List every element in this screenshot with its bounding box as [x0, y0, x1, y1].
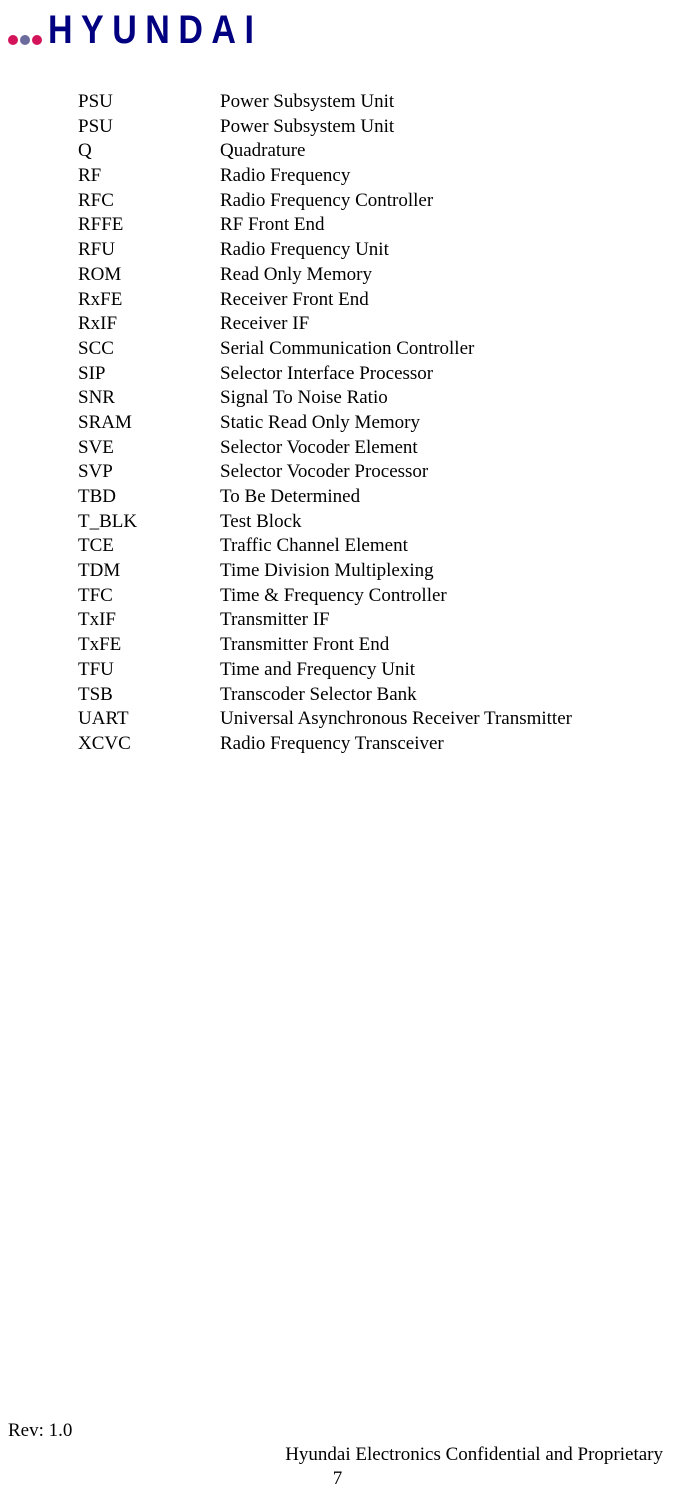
glossary-abbr: TSB: [78, 683, 220, 708]
glossary-abbr: SRAM: [78, 411, 220, 436]
glossary-def: Radio Frequency: [220, 164, 655, 189]
glossary-abbr: TCE: [78, 534, 220, 559]
revision-label: Rev: 1.0: [8, 1420, 72, 1442]
glossary-row: SNRSignal To Noise Ratio: [78, 386, 655, 411]
glossary-def: Time & Frequency Controller: [220, 584, 655, 609]
glossary-def: Test Block: [220, 510, 655, 535]
glossary-def: Transmitter Front End: [220, 633, 655, 658]
glossary-def: Transcoder Selector Bank: [220, 683, 655, 708]
brand-logo: HYUNDAI: [8, 8, 300, 53]
glossary-row: XCVCRadio Frequency Transceiver: [78, 732, 655, 757]
glossary-row: SVPSelector Vocoder Processor: [78, 460, 655, 485]
glossary-abbr: SIP: [78, 362, 220, 387]
glossary-abbr: RFC: [78, 189, 220, 214]
glossary-def: RF Front End: [220, 213, 655, 238]
glossary-row: SRAMStatic Read Only Memory: [78, 411, 655, 436]
glossary-def: Radio Frequency Controller: [220, 189, 655, 214]
glossary-abbr: TDM: [78, 559, 220, 584]
glossary-row: PSUPower Subsystem Unit: [78, 115, 655, 140]
glossary-abbr: PSU: [78, 90, 220, 115]
confidential-label: Hyundai Electronics Confidential and Pro…: [285, 1444, 663, 1466]
glossary-def: Radio Frequency Unit: [220, 238, 655, 263]
glossary-abbr: SVP: [78, 460, 220, 485]
glossary-row: T_BLKTest Block: [78, 510, 655, 535]
glossary-abbr: TBD: [78, 485, 220, 510]
glossary-abbr: TxFE: [78, 633, 220, 658]
glossary-def: Power Subsystem Unit: [220, 90, 655, 115]
glossary-def: Selector Vocoder Processor: [220, 460, 655, 485]
glossary-abbr: RFU: [78, 238, 220, 263]
glossary-row: TxIFTransmitter IF: [78, 608, 655, 633]
glossary-abbr: TFU: [78, 658, 220, 683]
glossary-def: Receiver Front End: [220, 288, 655, 313]
glossary-row: RFCRadio Frequency Controller: [78, 189, 655, 214]
glossary-abbr: RF: [78, 164, 220, 189]
glossary-row: SCCSerial Communication Controller: [78, 337, 655, 362]
glossary-row: TFUTime and Frequency Unit: [78, 658, 655, 683]
glossary-def: Traffic Channel Element: [220, 534, 655, 559]
glossary-def: Time Division Multiplexing: [220, 559, 655, 584]
glossary-def: Signal To Noise Ratio: [220, 386, 655, 411]
glossary-row: RxIFReceiver IF: [78, 312, 655, 337]
glossary-def: Power Subsystem Unit: [220, 115, 655, 140]
page-number: 7: [0, 1468, 675, 1490]
logo-dot-2: [20, 35, 30, 45]
glossary-abbr: RxFE: [78, 288, 220, 313]
logo-dots: [8, 35, 44, 45]
glossary-row: TDMTime Division Multiplexing: [78, 559, 655, 584]
glossary-row: RxFEReceiver Front End: [78, 288, 655, 313]
glossary-abbr: XCVC: [78, 732, 220, 757]
glossary-row: TSBTranscoder Selector Bank: [78, 683, 655, 708]
glossary-abbr: PSU: [78, 115, 220, 140]
glossary-abbr: TxIF: [78, 608, 220, 633]
glossary-def: Selector Vocoder Element: [220, 436, 655, 461]
glossary-row: QQuadrature: [78, 139, 655, 164]
glossary-abbr: RFFE: [78, 213, 220, 238]
glossary-row: UARTUniversal Asynchronous Receiver Tran…: [78, 707, 655, 732]
glossary-def: Read Only Memory: [220, 263, 655, 288]
glossary-def: Receiver IF: [220, 312, 655, 337]
logo-dot-3: [32, 35, 42, 45]
glossary-abbr: SCC: [78, 337, 220, 362]
glossary-row: RFRadio Frequency: [78, 164, 655, 189]
glossary-def: Universal Asynchronous Receiver Transmit…: [220, 707, 655, 732]
glossary-def: Quadrature: [220, 139, 655, 164]
glossary-def: Selector Interface Processor: [220, 362, 655, 387]
glossary-row: TxFETransmitter Front End: [78, 633, 655, 658]
glossary-row: ROMRead Only Memory: [78, 263, 655, 288]
glossary-row: TBDTo Be Determined: [78, 485, 655, 510]
glossary-def: Radio Frequency Transceiver: [220, 732, 655, 757]
glossary-row: RFFERF Front End: [78, 213, 655, 238]
glossary-row: TCETraffic Channel Element: [78, 534, 655, 559]
glossary-def: Static Read Only Memory: [220, 411, 655, 436]
glossary-abbr: RxIF: [78, 312, 220, 337]
glossary-abbr: T_BLK: [78, 510, 220, 535]
logo-text: HYUNDAI: [48, 8, 262, 53]
glossary-row: PSUPower Subsystem Unit: [78, 90, 655, 115]
glossary-list: PSUPower Subsystem UnitPSUPower Subsyste…: [78, 90, 655, 757]
glossary-row: SIPSelector Interface Processor: [78, 362, 655, 387]
logo-dot-1: [8, 35, 18, 45]
glossary-def: Serial Communication Controller: [220, 337, 655, 362]
glossary-def: To Be Determined: [220, 485, 655, 510]
glossary-abbr: SNR: [78, 386, 220, 411]
glossary-def: Time and Frequency Unit: [220, 658, 655, 683]
glossary-abbr: UART: [78, 707, 220, 732]
glossary-def: Transmitter IF: [220, 608, 655, 633]
glossary-abbr: ROM: [78, 263, 220, 288]
glossary-row: SVESelector Vocoder Element: [78, 436, 655, 461]
glossary-abbr: Q: [78, 139, 220, 164]
glossary-abbr: TFC: [78, 584, 220, 609]
glossary-abbr: SVE: [78, 436, 220, 461]
glossary-row: RFURadio Frequency Unit: [78, 238, 655, 263]
glossary-row: TFCTime & Frequency Controller: [78, 584, 655, 609]
